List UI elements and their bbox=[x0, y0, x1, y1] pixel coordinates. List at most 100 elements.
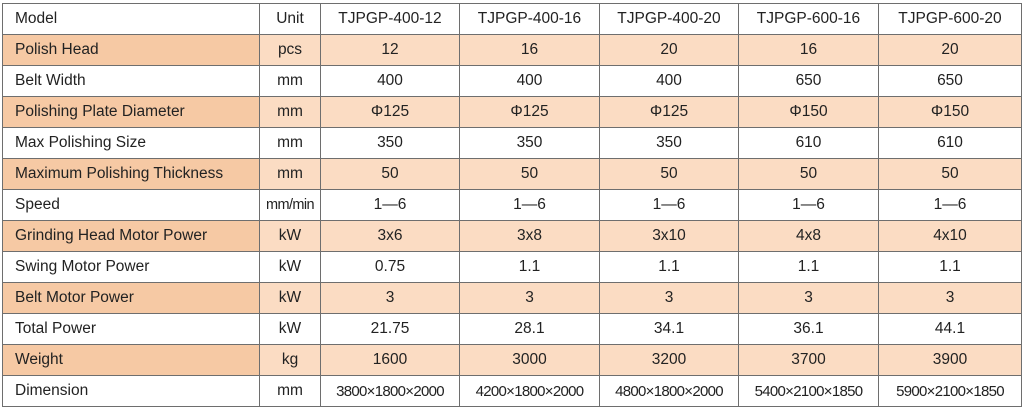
row-value: 5400×2100×1850 bbox=[738, 375, 879, 407]
row-value: 4x10 bbox=[878, 220, 1022, 252]
header-row: Model Unit TJPGP-400-12 TJPGP-400-16 TJP… bbox=[2, 3, 1022, 35]
row-value: 3900 bbox=[878, 344, 1022, 376]
row-value: 34.1 bbox=[599, 313, 739, 345]
row-unit: kW bbox=[259, 282, 321, 314]
header-model-5: TJPGP-600-20 bbox=[878, 3, 1022, 35]
row-value: 1.1 bbox=[738, 251, 879, 283]
row-value: 0.75 bbox=[320, 251, 460, 283]
table-row: Max Polishing Size mm 350 350 350 610 61… bbox=[2, 127, 1022, 159]
row-value: Φ150 bbox=[878, 96, 1022, 128]
row-value: 1600 bbox=[320, 344, 460, 376]
row-value: 3200 bbox=[599, 344, 739, 376]
row-value: 610 bbox=[738, 127, 879, 159]
row-value: 400 bbox=[459, 65, 600, 97]
row-value: 20 bbox=[599, 34, 739, 66]
row-value: 44.1 bbox=[878, 313, 1022, 345]
row-value: 1.1 bbox=[599, 251, 739, 283]
row-param: Polish Head bbox=[2, 34, 260, 66]
row-param: Dimension bbox=[2, 375, 260, 407]
table-row: Weight kg 1600 3000 3200 3700 3900 bbox=[2, 344, 1022, 376]
row-value: 3x10 bbox=[599, 220, 739, 252]
row-param: Speed bbox=[2, 189, 260, 221]
row-param: Max Polishing Size bbox=[2, 127, 260, 159]
row-unit: pcs bbox=[259, 34, 321, 66]
header-model-2: TJPGP-400-16 bbox=[459, 3, 600, 35]
row-param: Weight bbox=[2, 344, 260, 376]
table-row: Polish Head pcs 12 16 20 16 20 bbox=[2, 34, 1022, 66]
row-value: 650 bbox=[878, 65, 1022, 97]
table-row: Total Power kW 21.75 28.1 34.1 36.1 44.1 bbox=[2, 313, 1022, 345]
row-value: 28.1 bbox=[459, 313, 600, 345]
row-value: 350 bbox=[320, 127, 460, 159]
row-value: 1—6 bbox=[459, 189, 600, 221]
row-unit: kW bbox=[259, 220, 321, 252]
row-value: 3700 bbox=[738, 344, 879, 376]
row-param: Grinding Head Motor Power bbox=[2, 220, 260, 252]
row-value: 4x8 bbox=[738, 220, 879, 252]
row-value: 400 bbox=[599, 65, 739, 97]
row-value: 3x6 bbox=[320, 220, 460, 252]
row-value: 400 bbox=[320, 65, 460, 97]
row-value: 50 bbox=[459, 158, 600, 190]
table-row: Speed mm/min 1—6 1—6 1—6 1—6 1—6 bbox=[2, 189, 1022, 221]
header-model-1: TJPGP-400-12 bbox=[320, 3, 460, 35]
row-value: 1.1 bbox=[459, 251, 600, 283]
row-param: Swing Motor Power bbox=[2, 251, 260, 283]
table-row: Belt Width mm 400 400 400 650 650 bbox=[2, 65, 1022, 97]
row-value: 1—6 bbox=[738, 189, 879, 221]
row-value: 50 bbox=[599, 158, 739, 190]
row-value: 1.1 bbox=[878, 251, 1022, 283]
header-model-3: TJPGP-400-20 bbox=[599, 3, 739, 35]
row-unit: kW bbox=[259, 313, 321, 345]
header-unit-label: Unit bbox=[259, 3, 321, 35]
row-value: 3800×1800×2000 bbox=[320, 375, 460, 407]
row-value: Φ150 bbox=[738, 96, 879, 128]
row-value: 50 bbox=[320, 158, 460, 190]
row-value: 1—6 bbox=[878, 189, 1022, 221]
row-value: 1—6 bbox=[320, 189, 460, 221]
row-value: 350 bbox=[459, 127, 600, 159]
row-value: Φ125 bbox=[459, 96, 600, 128]
row-param: Total Power bbox=[2, 313, 260, 345]
row-value: 3 bbox=[878, 282, 1022, 314]
row-value: 3000 bbox=[459, 344, 600, 376]
spec-table: Model Unit TJPGP-400-12 TJPGP-400-16 TJP… bbox=[2, 3, 1022, 407]
row-value: 50 bbox=[878, 158, 1022, 190]
header-model-label: Model bbox=[2, 3, 260, 35]
row-value: 3 bbox=[738, 282, 879, 314]
table-row: Grinding Head Motor Power kW 3x6 3x8 3x1… bbox=[2, 220, 1022, 252]
row-unit: mm bbox=[259, 158, 321, 190]
row-value: 50 bbox=[738, 158, 879, 190]
row-value: 16 bbox=[459, 34, 600, 66]
row-unit: mm bbox=[259, 96, 321, 128]
row-value: 4200×1800×2000 bbox=[459, 375, 600, 407]
table-row: Maximum Polishing Thickness mm 50 50 50 … bbox=[2, 158, 1022, 190]
row-param: Maximum Polishing Thickness bbox=[2, 158, 260, 190]
row-value: 21.75 bbox=[320, 313, 460, 345]
row-unit: kg bbox=[259, 344, 321, 376]
row-unit: kW bbox=[259, 251, 321, 283]
table-row: Swing Motor Power kW 0.75 1.1 1.1 1.1 1.… bbox=[2, 251, 1022, 283]
row-value: 1—6 bbox=[599, 189, 739, 221]
table-row: Belt Motor Power kW 3 3 3 3 3 bbox=[2, 282, 1022, 314]
header-model-4: TJPGP-600-16 bbox=[738, 3, 879, 35]
row-value: 350 bbox=[599, 127, 739, 159]
row-value: 5900×2100×1850 bbox=[878, 375, 1022, 407]
row-param: Polishing Plate Diameter bbox=[2, 96, 260, 128]
row-unit: mm bbox=[259, 375, 321, 407]
table-row: Polishing Plate Diameter mm Φ125 Φ125 Φ1… bbox=[2, 96, 1022, 128]
row-param: Belt Motor Power bbox=[2, 282, 260, 314]
row-value: 20 bbox=[878, 34, 1022, 66]
row-value: 650 bbox=[738, 65, 879, 97]
row-value: 3 bbox=[459, 282, 600, 314]
row-value: 16 bbox=[738, 34, 879, 66]
row-value: 3 bbox=[599, 282, 739, 314]
row-value: Φ125 bbox=[599, 96, 739, 128]
row-value: 36.1 bbox=[738, 313, 879, 345]
row-value: Φ125 bbox=[320, 96, 460, 128]
row-value: 3 bbox=[320, 282, 460, 314]
row-value: 12 bbox=[320, 34, 460, 66]
row-value: 4800×1800×2000 bbox=[599, 375, 739, 407]
table-row: Dimension mm 3800×1800×2000 4200×1800×20… bbox=[2, 375, 1022, 407]
row-unit: mm/min bbox=[259, 189, 321, 221]
